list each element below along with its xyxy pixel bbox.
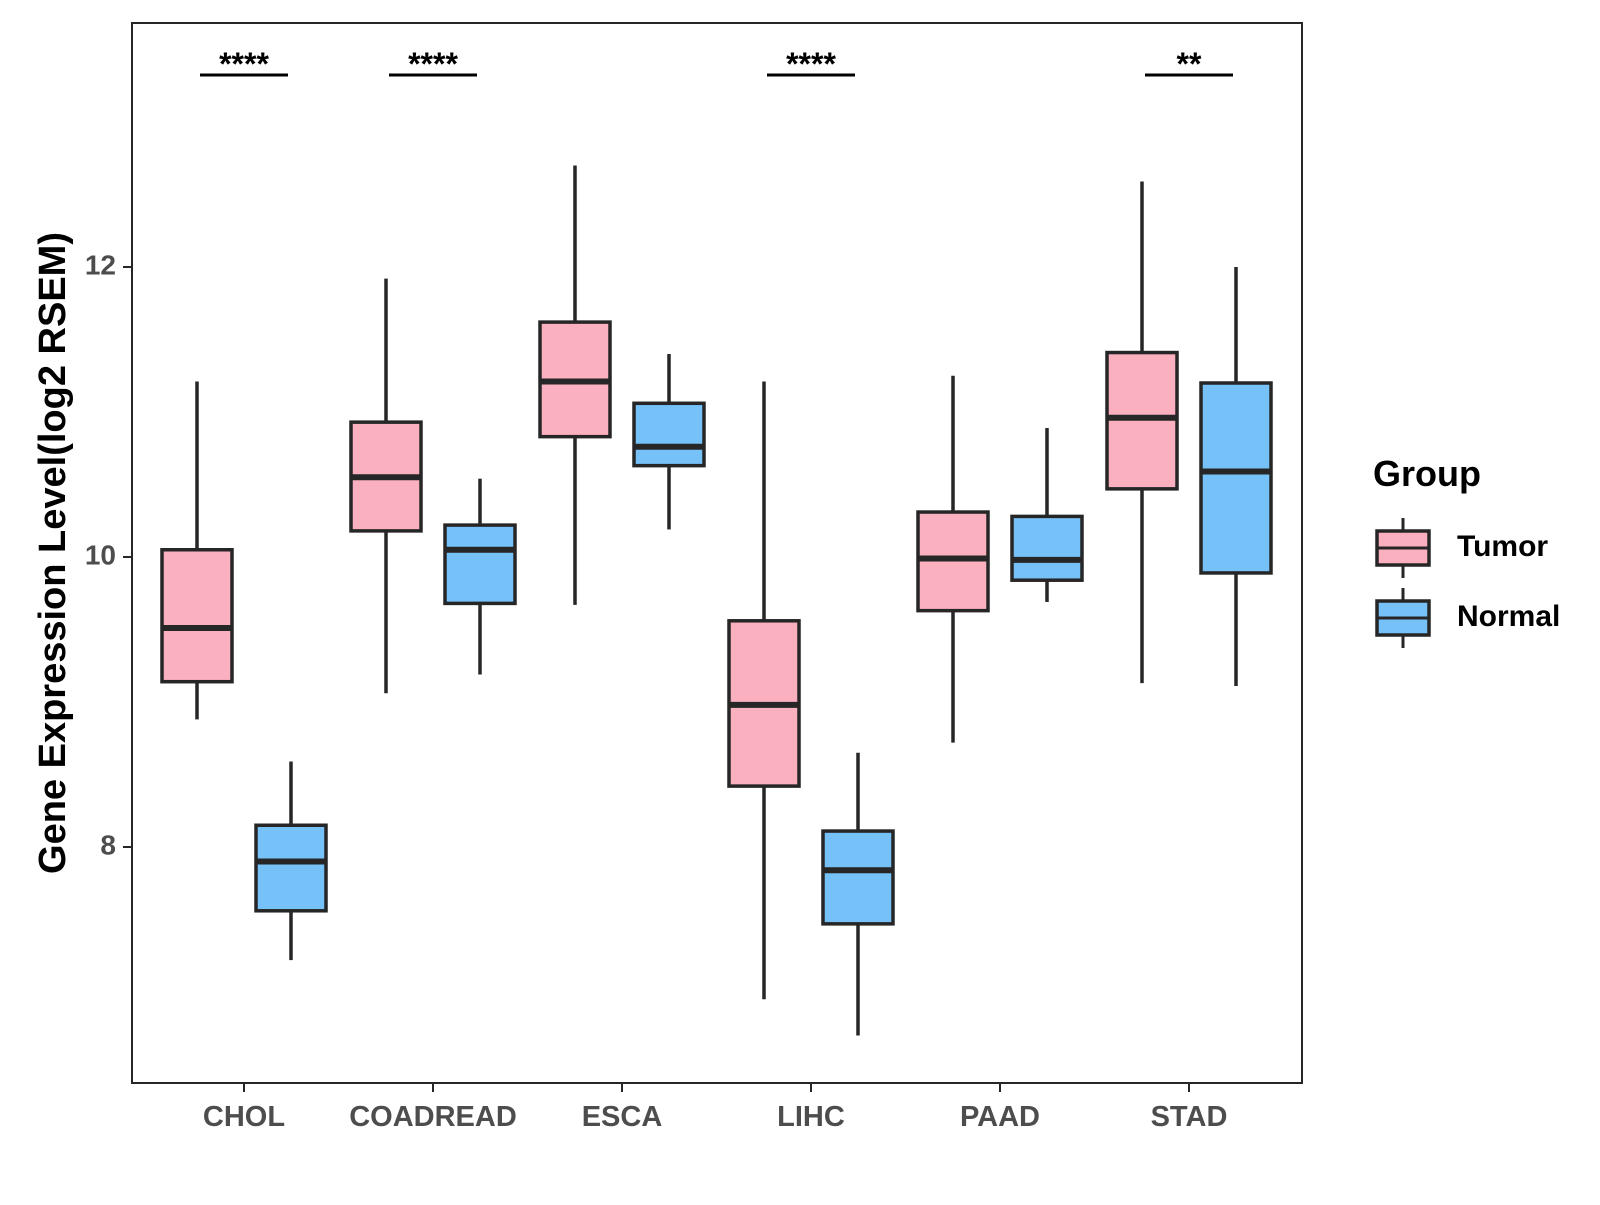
legend-label-normal: Normal: [1457, 600, 1560, 633]
legend: Group Tumor Normal: [1373, 453, 1560, 648]
lihc-significance-label: ****: [786, 46, 836, 82]
plot-panel: [131, 22, 1303, 1084]
chol-tumor-iqr-rect: [160, 548, 234, 684]
y-axis: 8 10 12: [85, 249, 132, 860]
x-tick-label-stad: STAD: [1151, 1101, 1228, 1133]
x-tick-label-coadread: COADREAD: [349, 1101, 517, 1133]
legend-title: Group: [1373, 453, 1481, 494]
paad-normal-iqr-rect: [1010, 514, 1084, 582]
legend-entry-normal: Normal: [1375, 588, 1560, 648]
lihc-normal-iqr-rect: [821, 829, 895, 926]
y-tick-label-10: 10: [85, 539, 116, 570]
legend-label-tumor: Tumor: [1457, 530, 1548, 563]
y-tick-label-12: 12: [85, 249, 116, 280]
stad-significance-label: **: [1177, 46, 1202, 82]
legend-entries: Tumor Normal: [1375, 518, 1560, 648]
chol-normal-iqr-rect: [254, 823, 328, 913]
paad-normal-box: [1010, 427, 1084, 602]
lihc-tumor-box: [727, 381, 801, 1000]
esca-normal-box: [632, 354, 706, 530]
esca-normal-iqr-rect: [632, 401, 706, 468]
stad-tumor-box: [1105, 181, 1179, 684]
chol-normal-box: [254, 761, 328, 961]
legend-entry-tumor: Tumor: [1375, 518, 1548, 578]
y-axis-title: Gene Expression Level(log2 RSEM): [32, 232, 74, 874]
y-tick-label-8: 8: [100, 829, 116, 860]
coadread-normal-iqr-rect: [443, 523, 517, 606]
x-tick-label-esca: ESCA: [582, 1101, 663, 1133]
esca-tumor-box: [538, 165, 612, 605]
chol-significance-label: ****: [219, 46, 269, 82]
x-tick-label-chol: CHOL: [203, 1101, 285, 1133]
paad-tumor-box: [916, 375, 990, 743]
stad-normal-iqr-rect: [1199, 381, 1273, 575]
chol-tumor-box: [160, 381, 234, 720]
significance-layer: **** **** **** **: [200, 46, 1233, 82]
coadread-significance-label: ****: [408, 46, 458, 82]
boxes-layer: [160, 165, 1273, 1036]
x-tick-label-lihc: LIHC: [777, 1101, 845, 1133]
stad-normal-box: [1199, 267, 1273, 687]
coadread-normal-box: [443, 478, 517, 675]
x-axis: CHOL COADREAD ESCA LIHC PAAD STAD: [203, 1083, 1227, 1133]
coadread-tumor-box: [349, 278, 423, 694]
lihc-normal-box: [821, 752, 895, 1036]
x-tick-label-paad: PAAD: [960, 1101, 1040, 1133]
